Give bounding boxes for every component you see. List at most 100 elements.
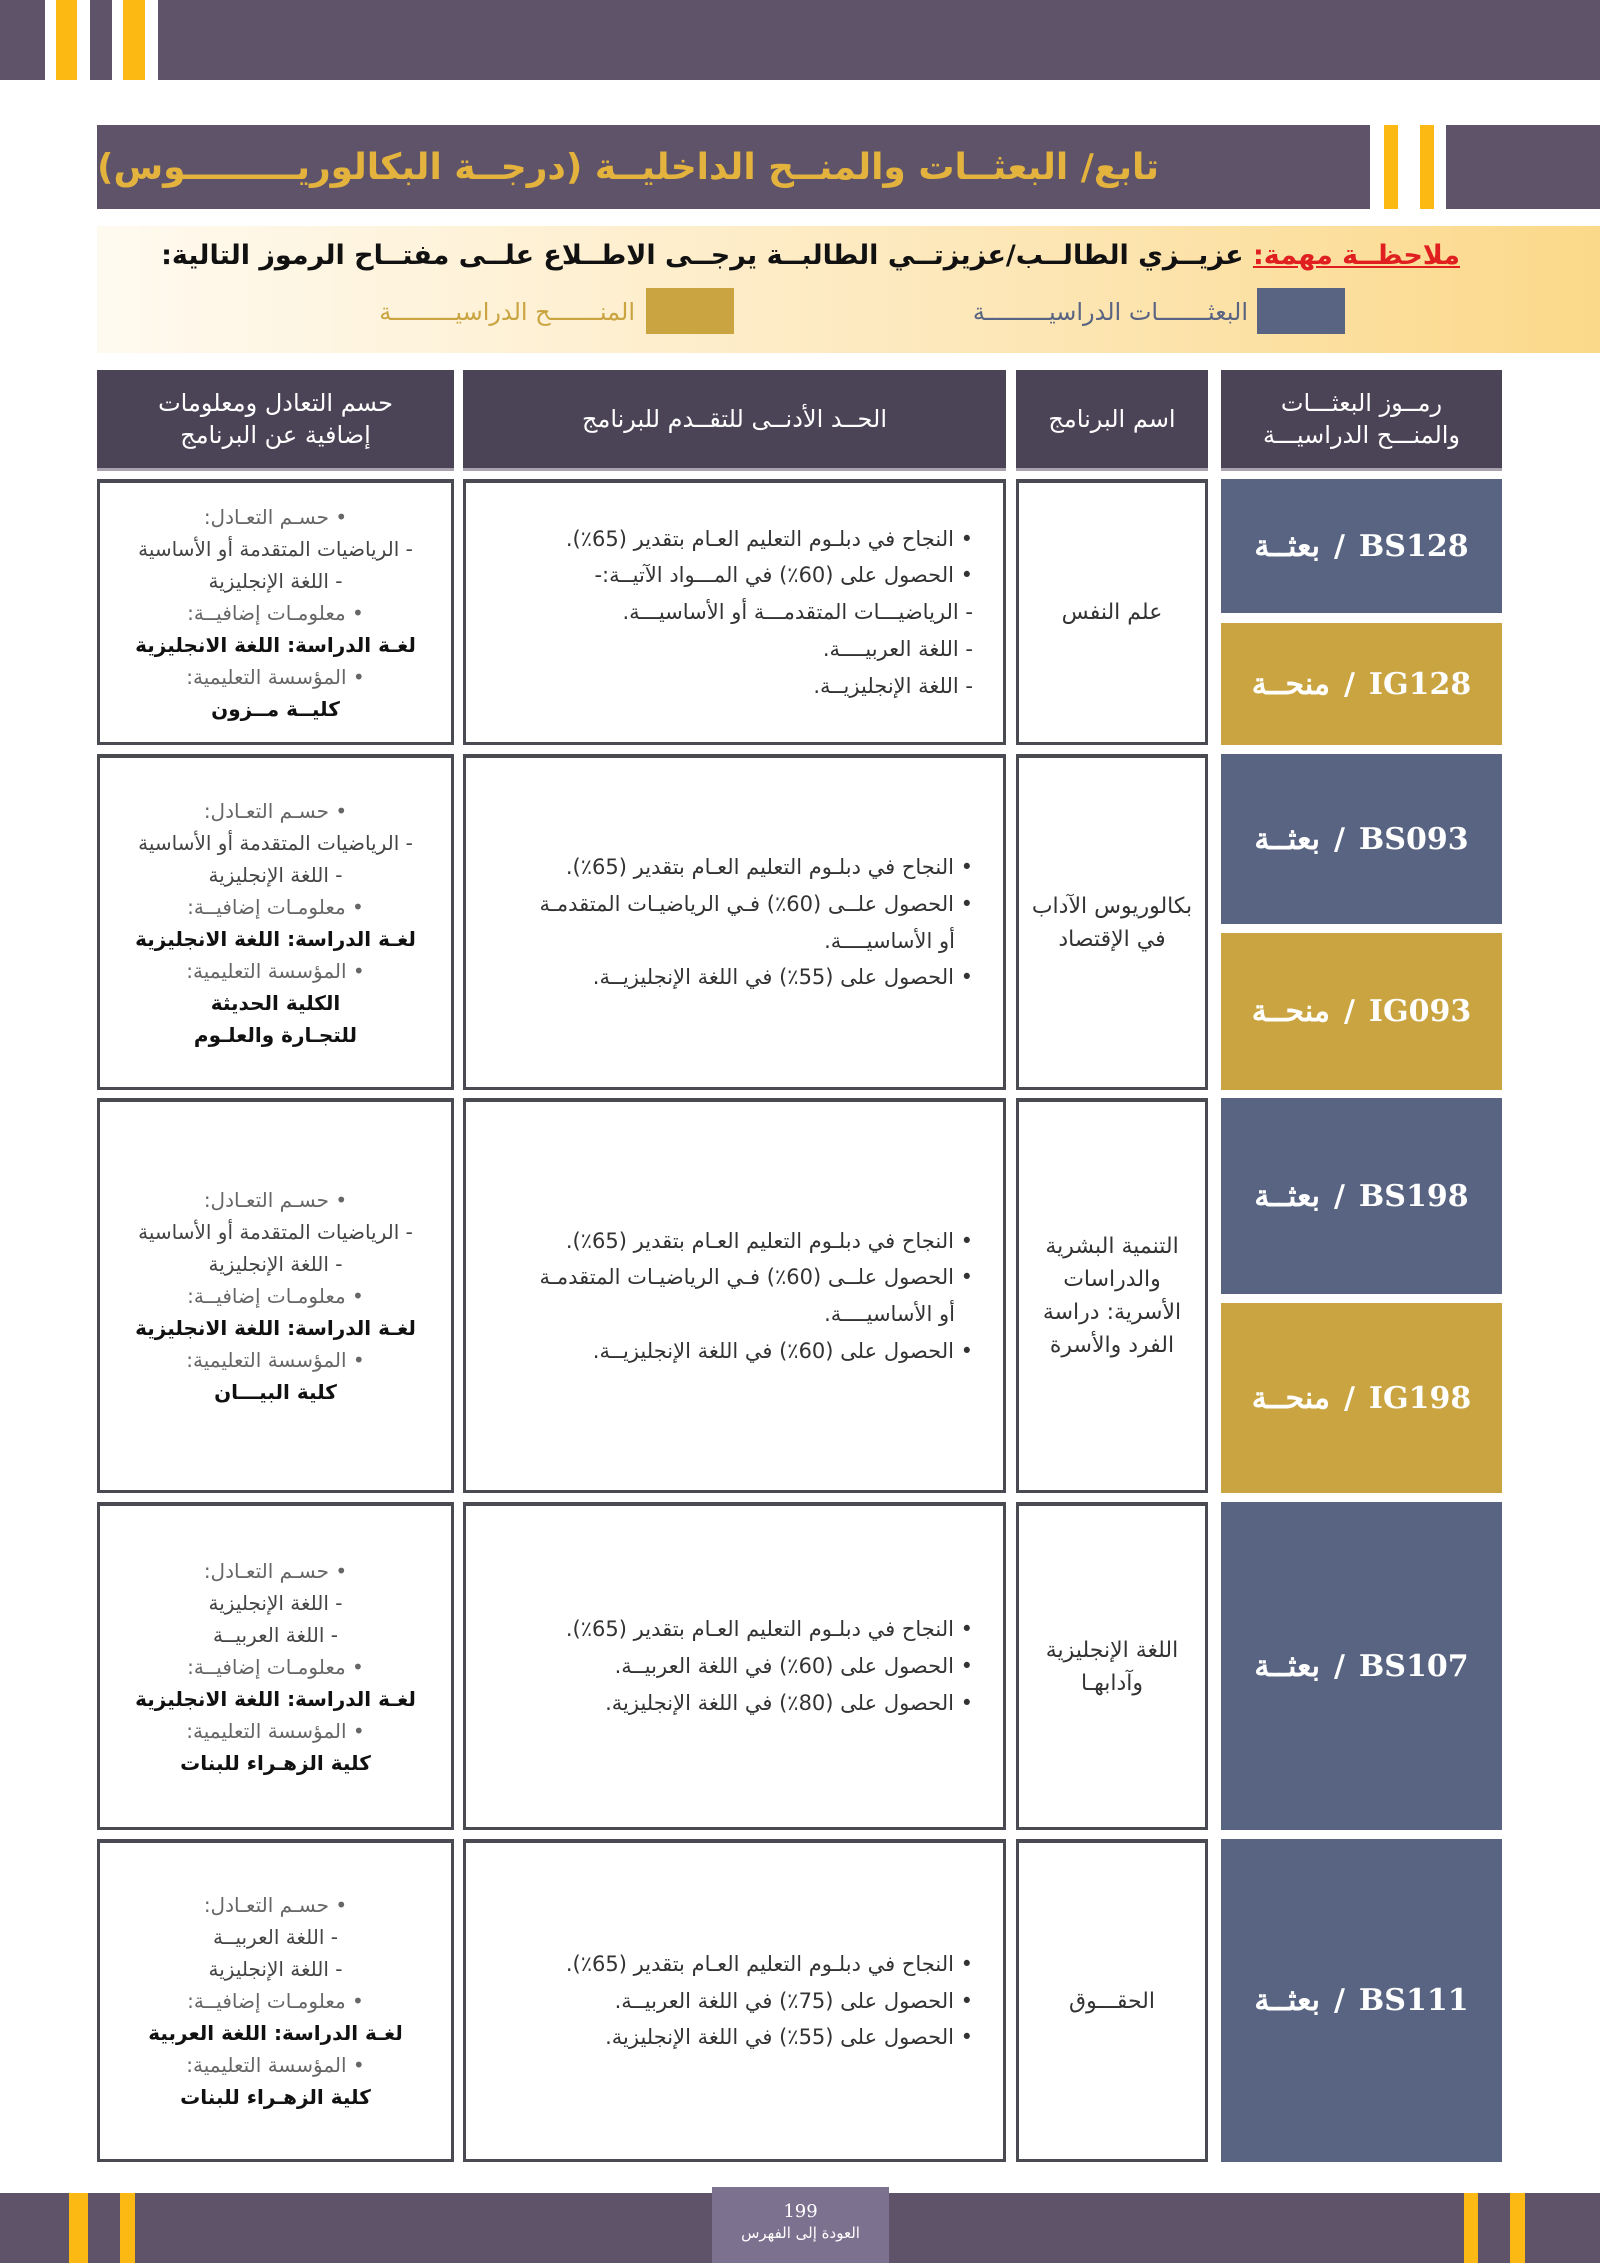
separator: / — [1333, 1983, 1345, 2018]
requirements-list: • النجاح في دبلـوم التعليم العـام بتقدير… — [466, 1946, 1003, 2056]
info-line: • المؤسسة التعليمية: — [186, 958, 365, 983]
info-line: - اللغة العربيــة — [213, 1925, 338, 1949]
requirement-item: • الحصول على (55٪) في اللغة الإنجليزية. — [605, 2025, 973, 2050]
code-type: منحــة — [1251, 994, 1330, 1029]
program-name: بكالوريوس الآداب في الإقتصاد — [1031, 893, 1193, 952]
requirements-cell: • النجاح في دبلـوم التعليم العـام بتقدير… — [463, 1839, 1006, 2162]
info-line: لغـة الدراسة: اللغة العربية — [148, 2021, 403, 2045]
grant-code-cell: منحــة / IG093 — [1221, 933, 1502, 1090]
scholarship-code-cell: بعثــة / BS107 — [1221, 1502, 1502, 1830]
accent-stripe — [123, 0, 145, 80]
info-list: • حسـم التعـادل: - اللغة الإنجليزية - اللغ… — [100, 1555, 451, 1779]
code-value: BS107 — [1358, 1648, 1469, 1684]
legend-grant-label: المنـــــــح الدراسيـــــــــة — [379, 298, 635, 326]
program-name-cell: اللغة الإنجليزية وآدابهـا — [1016, 1502, 1208, 1830]
code-value: IG093 — [1368, 994, 1472, 1029]
info-line: - الرياضيات المتقدمة أو الأساسية — [138, 536, 413, 561]
separator: / — [1333, 1648, 1345, 1684]
program-name: علم النفس — [1061, 600, 1163, 625]
requirements-cell: • النجاح في دبلـوم التعليم العـام بتقدير… — [463, 1502, 1006, 1830]
grant-code-cell: منحــة / IG198 — [1221, 1303, 1502, 1493]
requirement-item: • الحصول على (60٪) في اللغة العربيــة. — [614, 1654, 973, 1679]
code-type: بعثــة — [1254, 821, 1320, 857]
info-line: • المؤسسة التعليمية: — [186, 2053, 365, 2077]
info-list: • حسـم التعـادل: - الرياضيات المتقدمة أو … — [100, 501, 451, 725]
info-line: - الرياضيات المتقدمة أو الأساسية — [138, 830, 413, 855]
info-line: - اللغة العربيــة — [213, 1622, 338, 1647]
page-title: تابع/ البعثــات والمنــح الداخليــة (درج… — [97, 146, 1160, 188]
requirement-item: • الحصول على (75٪) في اللغة العربيــة. — [614, 1988, 973, 2013]
requirement-item: • الحصول علــى (60٪) فـي الرياضيـات المت… — [539, 891, 973, 916]
info-line: • معلومـات إضافيــة: — [187, 1284, 364, 1308]
requirement-item: أو الأساسيــــة. — [824, 928, 955, 953]
info-line: كلية الزهـراء للبنات — [180, 1750, 371, 1775]
back-to-index-label: العودة إلى الفهرس — [741, 2224, 860, 2242]
separator: / — [1343, 1380, 1355, 1416]
scholarship-swatch — [1257, 288, 1345, 334]
program-name-cell: بكالوريوس الآداب في الإقتصاد — [1016, 754, 1208, 1090]
back-to-index-link[interactable]: 199 العودة إلى الفهرس — [712, 2187, 889, 2263]
info-line: • حسـم التعـادل: — [203, 798, 348, 823]
info-line: • حسـم التعـادل: — [203, 1558, 348, 1583]
info-line: لغـة الدراسة: اللغة الانجليزية — [135, 926, 416, 951]
separator: / — [1333, 1178, 1345, 1214]
requirements-cell: • النجاح في دبلـوم التعليم العـام بتقدير… — [463, 479, 1006, 745]
code-type: بعثــة — [1254, 1648, 1320, 1684]
info-line: لغـة الدراسة: اللغة الانجليزية — [135, 1316, 416, 1340]
grant-swatch — [646, 288, 734, 334]
top-band — [158, 0, 1600, 80]
info-line: • معلومـات إضافيــة: — [187, 894, 364, 919]
info-line: الكلية الحديثة — [210, 990, 341, 1015]
code-type: بعثــة — [1254, 1983, 1320, 2018]
accent-stripe — [1510, 2193, 1525, 2263]
info-line: • حسـم التعـادل: — [203, 504, 348, 529]
header-codes: رمــوز البعثـــات والمنـــح الدراسيـــة — [1221, 370, 1502, 471]
info-line: • المؤسسة التعليمية: — [186, 1718, 365, 1743]
program-name: التنمية البشرية والدراسات الأسرية: دراسة… — [1042, 1234, 1182, 1358]
info-line: • معلومـات إضافيــة: — [187, 600, 364, 625]
info-list: • حسـم التعـادل: - اللغة العربيــة - اللغة… — [100, 1889, 451, 2113]
scholarship-code-cell: بعثــة / BS111 — [1221, 1839, 1502, 2162]
scholarship-code-cell: بعثــة / BS198 — [1221, 1098, 1502, 1294]
info-line: للتجـارة والعلـوم — [193, 1022, 358, 1047]
info-line: • المؤسسة التعليمية: — [186, 664, 365, 689]
code-value: BS128 — [1358, 528, 1469, 564]
requirement-item: • الحصول على (60٪) في اللغة الإنجليزيــة… — [592, 1338, 973, 1363]
requirement-item: • الحصول على (80٪) في اللغة الإنجليزية. — [605, 1690, 973, 1715]
title-side-block — [1446, 125, 1600, 209]
info-line: - اللغة الإنجليزية — [208, 1590, 343, 1615]
scholarship-code-cell: بعثــة / BS128 — [1221, 479, 1502, 613]
code-type: منحــة — [1251, 1380, 1330, 1416]
separator: / — [1333, 528, 1345, 564]
info-cell: • حسـم التعـادل: - الرياضيات المتقدمة أو … — [97, 479, 454, 745]
info-line: • معلومـات إضافيــة: — [187, 1654, 364, 1679]
info-line: لغـة الدراسة: اللغة الانجليزية — [135, 632, 416, 657]
info-line: • معلومـات إضافيــة: — [187, 1989, 364, 2013]
info-list: • حسـم التعـادل: - الرياضيات المتقدمة أو … — [100, 795, 451, 1051]
requirement-item: - اللغة الإنجليزيــة. — [813, 673, 973, 698]
requirement-item: • الحصول على (60٪) في المـــواد الآتيــة… — [594, 563, 973, 588]
requirement-item: - اللغة العربيــــة. — [822, 636, 973, 661]
info-cell: • حسـم التعـادل: - اللغة العربيــة - اللغة… — [97, 1839, 454, 2162]
code-type: بعثــة — [1254, 1178, 1320, 1214]
accent-stripe — [120, 2193, 135, 2263]
info-line: - اللغة الإنجليزية — [208, 862, 343, 887]
program-name-cell: التنمية البشرية والدراسات الأسرية: دراسة… — [1016, 1098, 1208, 1493]
code-value: BS111 — [1358, 1983, 1469, 2018]
info-line: - اللغة الإنجليزية — [208, 568, 343, 593]
info-line: - الرياضيات المتقدمة أو الأساسية — [138, 1220, 413, 1244]
requirement-item: • الحصول علــى (60٪) فـي الرياضيـات المت… — [539, 1265, 973, 1290]
info-line: • المؤسسة التعليمية: — [186, 1348, 365, 1372]
requirement-item: • النجاح في دبلـوم التعليم العـام بتقدير… — [565, 1951, 973, 1976]
info-cell: • حسـم التعـادل: - الرياضيات المتقدمة أو … — [97, 754, 454, 1090]
separator: / — [1343, 666, 1355, 702]
top-band-divider — [90, 0, 112, 80]
requirement-item: • الحصول على (55٪) في اللغة الإنجليزيــة… — [592, 965, 973, 990]
requirement-item: - الرياضيـــات المتقدمـــة أو الأساسيـــ… — [622, 600, 973, 625]
accent-stripe — [1420, 125, 1434, 209]
grant-code-cell: منحــة / IG128 — [1221, 623, 1502, 745]
requirement-item: أو الأساسيــــة. — [824, 1302, 955, 1326]
accent-stripe — [1384, 125, 1398, 209]
header-requirements: الحــد الأدنــى للتقــدم للبرنامج — [463, 370, 1006, 471]
important-note: ملاحظــة مهمة: عزيــزي الطالــب/عزيزتــي… — [97, 226, 1600, 353]
